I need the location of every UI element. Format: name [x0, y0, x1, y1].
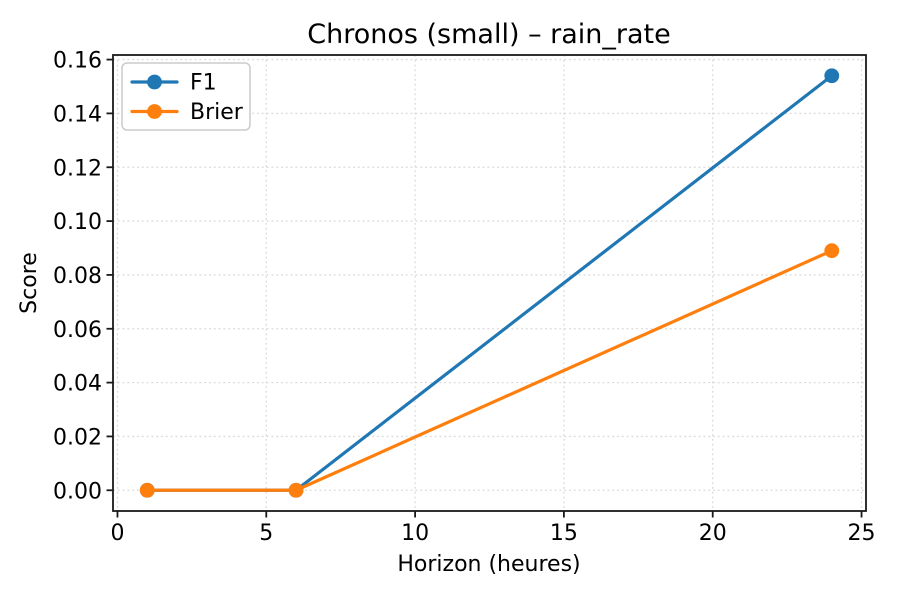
legend-label-brier: Brier — [190, 100, 244, 125]
legend-entry-brier: Brier — [130, 100, 244, 125]
x-tick-label: 0 — [110, 521, 124, 546]
x-tick-label: 15 — [550, 521, 578, 546]
legend-entry-f1: F1 — [130, 71, 217, 96]
y-axis-label: Score — [17, 252, 42, 314]
y-tick-label: 0.10 — [53, 210, 102, 235]
data-point-brier — [139, 482, 155, 498]
legend-label-f1: F1 — [190, 71, 217, 96]
legend-marker-f1 — [147, 74, 162, 90]
y-tick-label: 0.14 — [53, 102, 102, 127]
y-tick-label: 0.02 — [53, 425, 102, 450]
legend-marker-brier — [147, 104, 162, 119]
series-layer — [139, 68, 840, 498]
x-tick-label: 5 — [259, 521, 273, 546]
x-tick-label: 20 — [699, 521, 727, 546]
y-tick-label: 0.08 — [53, 264, 102, 289]
tick-labels: 0 5 10 15 20 25 0.00 0.02 0.04 0.06 0.08 0.10 0.12 0.… — [53, 49, 876, 546]
x-tick-label: 10 — [401, 521, 429, 546]
y-tick-label: 0.06 — [53, 318, 102, 343]
y-tick-label: 0.12 — [53, 156, 102, 181]
legend: F1 Brier — [121, 62, 251, 131]
data-point-f1 — [824, 68, 840, 84]
y-tick-label: 0.04 — [53, 372, 102, 397]
x-axis-label: Horizon (heures) — [397, 552, 580, 577]
series-line-brier — [145, 249, 834, 492]
plot-frame — [112, 54, 867, 512]
y-tick-label: 0.00 — [53, 479, 102, 504]
data-point-brier — [824, 243, 840, 259]
data-point-brier — [288, 482, 304, 498]
series-line-f1 — [145, 74, 834, 492]
x-tick-label: 25 — [848, 521, 876, 546]
axes — [106, 54, 867, 518]
chart-title: Chronos (small) – rain_rate — [307, 19, 671, 50]
y-tick-label: 0.16 — [53, 49, 102, 74]
